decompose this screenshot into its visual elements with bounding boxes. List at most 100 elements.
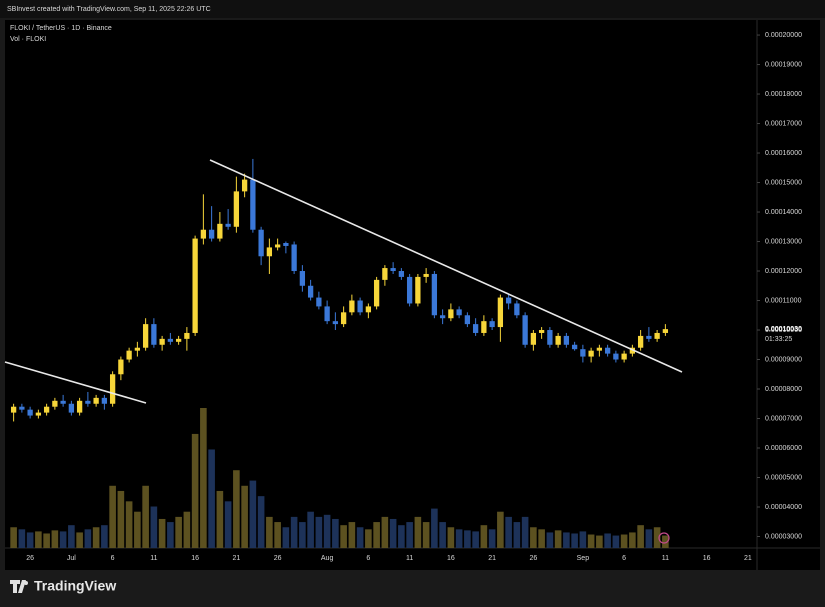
y-tick-label: 0.00007000 bbox=[765, 415, 802, 422]
candle-body bbox=[522, 315, 528, 345]
x-tick-label: 6 bbox=[622, 555, 626, 562]
candle-body bbox=[439, 315, 446, 319]
last-price-label: 0.00010030 bbox=[765, 326, 802, 333]
volume-bar bbox=[233, 470, 240, 548]
y-tick-label: 0.00018000 bbox=[765, 91, 802, 98]
volume-bar bbox=[464, 530, 471, 548]
candle-body bbox=[390, 268, 396, 272]
trendline bbox=[209, 159, 683, 373]
candle-body bbox=[93, 397, 99, 404]
x-tick-label: 26 bbox=[274, 555, 282, 562]
candle-body bbox=[588, 350, 594, 357]
candle-body bbox=[167, 338, 174, 342]
volume-bar bbox=[447, 527, 455, 548]
volume-bar bbox=[645, 529, 653, 548]
candle-body bbox=[406, 276, 413, 304]
y-tick-label: 0.00003000 bbox=[765, 533, 802, 540]
volume-bar bbox=[521, 516, 529, 548]
volume-bar bbox=[480, 525, 488, 548]
candle-layer bbox=[10, 158, 669, 422]
volume-bar bbox=[183, 511, 191, 548]
y-tick-label: 0.00016000 bbox=[765, 150, 802, 157]
candle-body bbox=[324, 306, 330, 322]
candle-body bbox=[373, 279, 380, 307]
header-bar bbox=[0, 0, 825, 18]
x-tick-label: 21 bbox=[744, 555, 752, 562]
candle-body bbox=[225, 223, 231, 227]
candle-body bbox=[646, 335, 652, 339]
candle-body bbox=[101, 397, 108, 404]
y-tick-label: 0.00017000 bbox=[765, 120, 802, 127]
logo-icon bbox=[10, 580, 26, 593]
volume-bar bbox=[348, 522, 356, 548]
volume-bar bbox=[43, 533, 50, 548]
y-tick-label: 0.00004000 bbox=[765, 504, 802, 511]
candle-body bbox=[464, 315, 471, 325]
candle-body bbox=[241, 179, 248, 192]
volume-bar bbox=[439, 522, 446, 548]
event-icon[interactable] bbox=[658, 532, 670, 544]
candle-body bbox=[571, 344, 578, 350]
candle-body bbox=[192, 238, 198, 333]
volume-bar bbox=[323, 514, 331, 548]
candle-body bbox=[233, 191, 240, 227]
volume-bar bbox=[26, 532, 34, 548]
volume-bar bbox=[637, 525, 644, 548]
x-tick-label: 16 bbox=[703, 555, 711, 562]
volume-bar bbox=[224, 501, 232, 548]
y-tick-label: 0.00008000 bbox=[765, 386, 802, 393]
volume-bar bbox=[538, 529, 545, 548]
volume-bar bbox=[167, 522, 174, 548]
volume-bar bbox=[175, 516, 182, 548]
volume-bar bbox=[398, 525, 405, 548]
volume-bar bbox=[299, 522, 306, 548]
volume-bar bbox=[488, 529, 496, 548]
candle-body bbox=[415, 276, 421, 304]
candle-body bbox=[258, 229, 264, 257]
y-tick-label: 0.00019000 bbox=[765, 61, 802, 68]
candle-body bbox=[200, 229, 207, 239]
candle-body bbox=[118, 359, 124, 375]
candle-body bbox=[307, 285, 314, 298]
candle-body bbox=[151, 324, 157, 345]
x-tick-label: 16 bbox=[191, 555, 199, 562]
candle-body bbox=[456, 309, 462, 316]
volume-bar bbox=[356, 527, 364, 548]
volume-bar bbox=[59, 531, 67, 548]
candle-body bbox=[291, 244, 297, 272]
candle-body bbox=[126, 350, 132, 360]
candle-body bbox=[60, 400, 66, 404]
volume-layer bbox=[10, 408, 669, 548]
x-tick-label: 21 bbox=[488, 555, 496, 562]
candle-body bbox=[530, 332, 537, 345]
volume-bar bbox=[257, 496, 265, 548]
x-tick-label: 6 bbox=[111, 555, 115, 562]
volume-bar bbox=[125, 501, 133, 548]
brand-name: TradingView bbox=[34, 578, 116, 594]
volume-bar bbox=[414, 516, 422, 548]
volume-bar bbox=[290, 516, 298, 548]
x-tick-label: 26 bbox=[26, 555, 34, 562]
candle-body bbox=[52, 400, 58, 407]
volume-bar bbox=[315, 516, 323, 548]
candle-body bbox=[547, 330, 553, 345]
candle-body bbox=[398, 271, 405, 277]
candle-body bbox=[299, 271, 306, 286]
volume-bar bbox=[158, 518, 166, 548]
x-tick-label: 11 bbox=[406, 555, 413, 562]
volume-bar bbox=[208, 449, 215, 548]
volume-bar bbox=[76, 532, 83, 548]
y-tick-label: 0.00010000 bbox=[765, 327, 802, 334]
volume-bar bbox=[332, 518, 339, 548]
candle-body bbox=[637, 335, 644, 348]
candle-body bbox=[481, 321, 487, 333]
volume-bar bbox=[612, 535, 620, 548]
volume-bar bbox=[406, 522, 413, 548]
volume-bar bbox=[101, 525, 108, 548]
candle-body bbox=[208, 229, 215, 239]
volume-bar bbox=[282, 527, 290, 548]
candle-body bbox=[431, 273, 438, 316]
volume-bar bbox=[596, 535, 603, 548]
candle-body bbox=[184, 332, 190, 339]
